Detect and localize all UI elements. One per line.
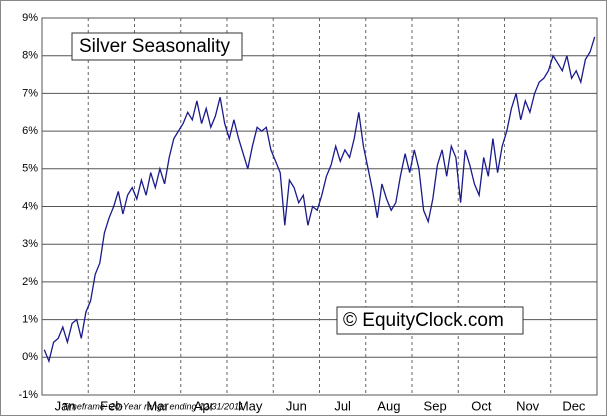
chart-title: Silver Seasonality [79, 36, 231, 57]
y-tick-label: -1% [18, 389, 38, 401]
watermark-box [336, 306, 524, 335]
x-tick-label: Aug [377, 398, 400, 413]
y-tick-label: 9% [22, 12, 38, 24]
x-tick-label: Oct [471, 398, 492, 413]
y-tick-label: 7% [22, 87, 38, 99]
grid [41, 17, 598, 396]
x-tick-label: Nov [516, 398, 540, 413]
series-line [43, 36, 596, 364]
x-tick-label: Jul [334, 398, 351, 413]
y-tick-label: 1% [22, 314, 38, 326]
x-tick-label: Dec [562, 398, 586, 413]
y-tick-label: 4% [22, 200, 38, 212]
x-tick-label: Apr [194, 398, 215, 413]
plot-border [41, 17, 598, 396]
x-tick-label: May [238, 398, 263, 413]
x-tick-label: Jun [286, 398, 307, 413]
y-tick-label: 6% [22, 125, 38, 137]
title-box [71, 32, 243, 61]
y-tick-label: 0% [22, 351, 38, 363]
y-tick-label: 5% [22, 163, 38, 175]
plot [43, 36, 596, 364]
y-tick-label: 2% [22, 276, 38, 288]
y-tick-label: 3% [22, 238, 38, 250]
watermark: © EquityClock.com [343, 310, 504, 331]
x-tick-label: Mar [146, 398, 169, 413]
y-tick-label: 8% [22, 50, 38, 62]
footnote: Timeframe: 20-Year range ending 12/31/20… [62, 401, 243, 411]
x-tick-label: Jan [55, 398, 76, 413]
x-tick-label: Feb [100, 398, 122, 413]
x-tick-label: Sep [424, 398, 447, 413]
